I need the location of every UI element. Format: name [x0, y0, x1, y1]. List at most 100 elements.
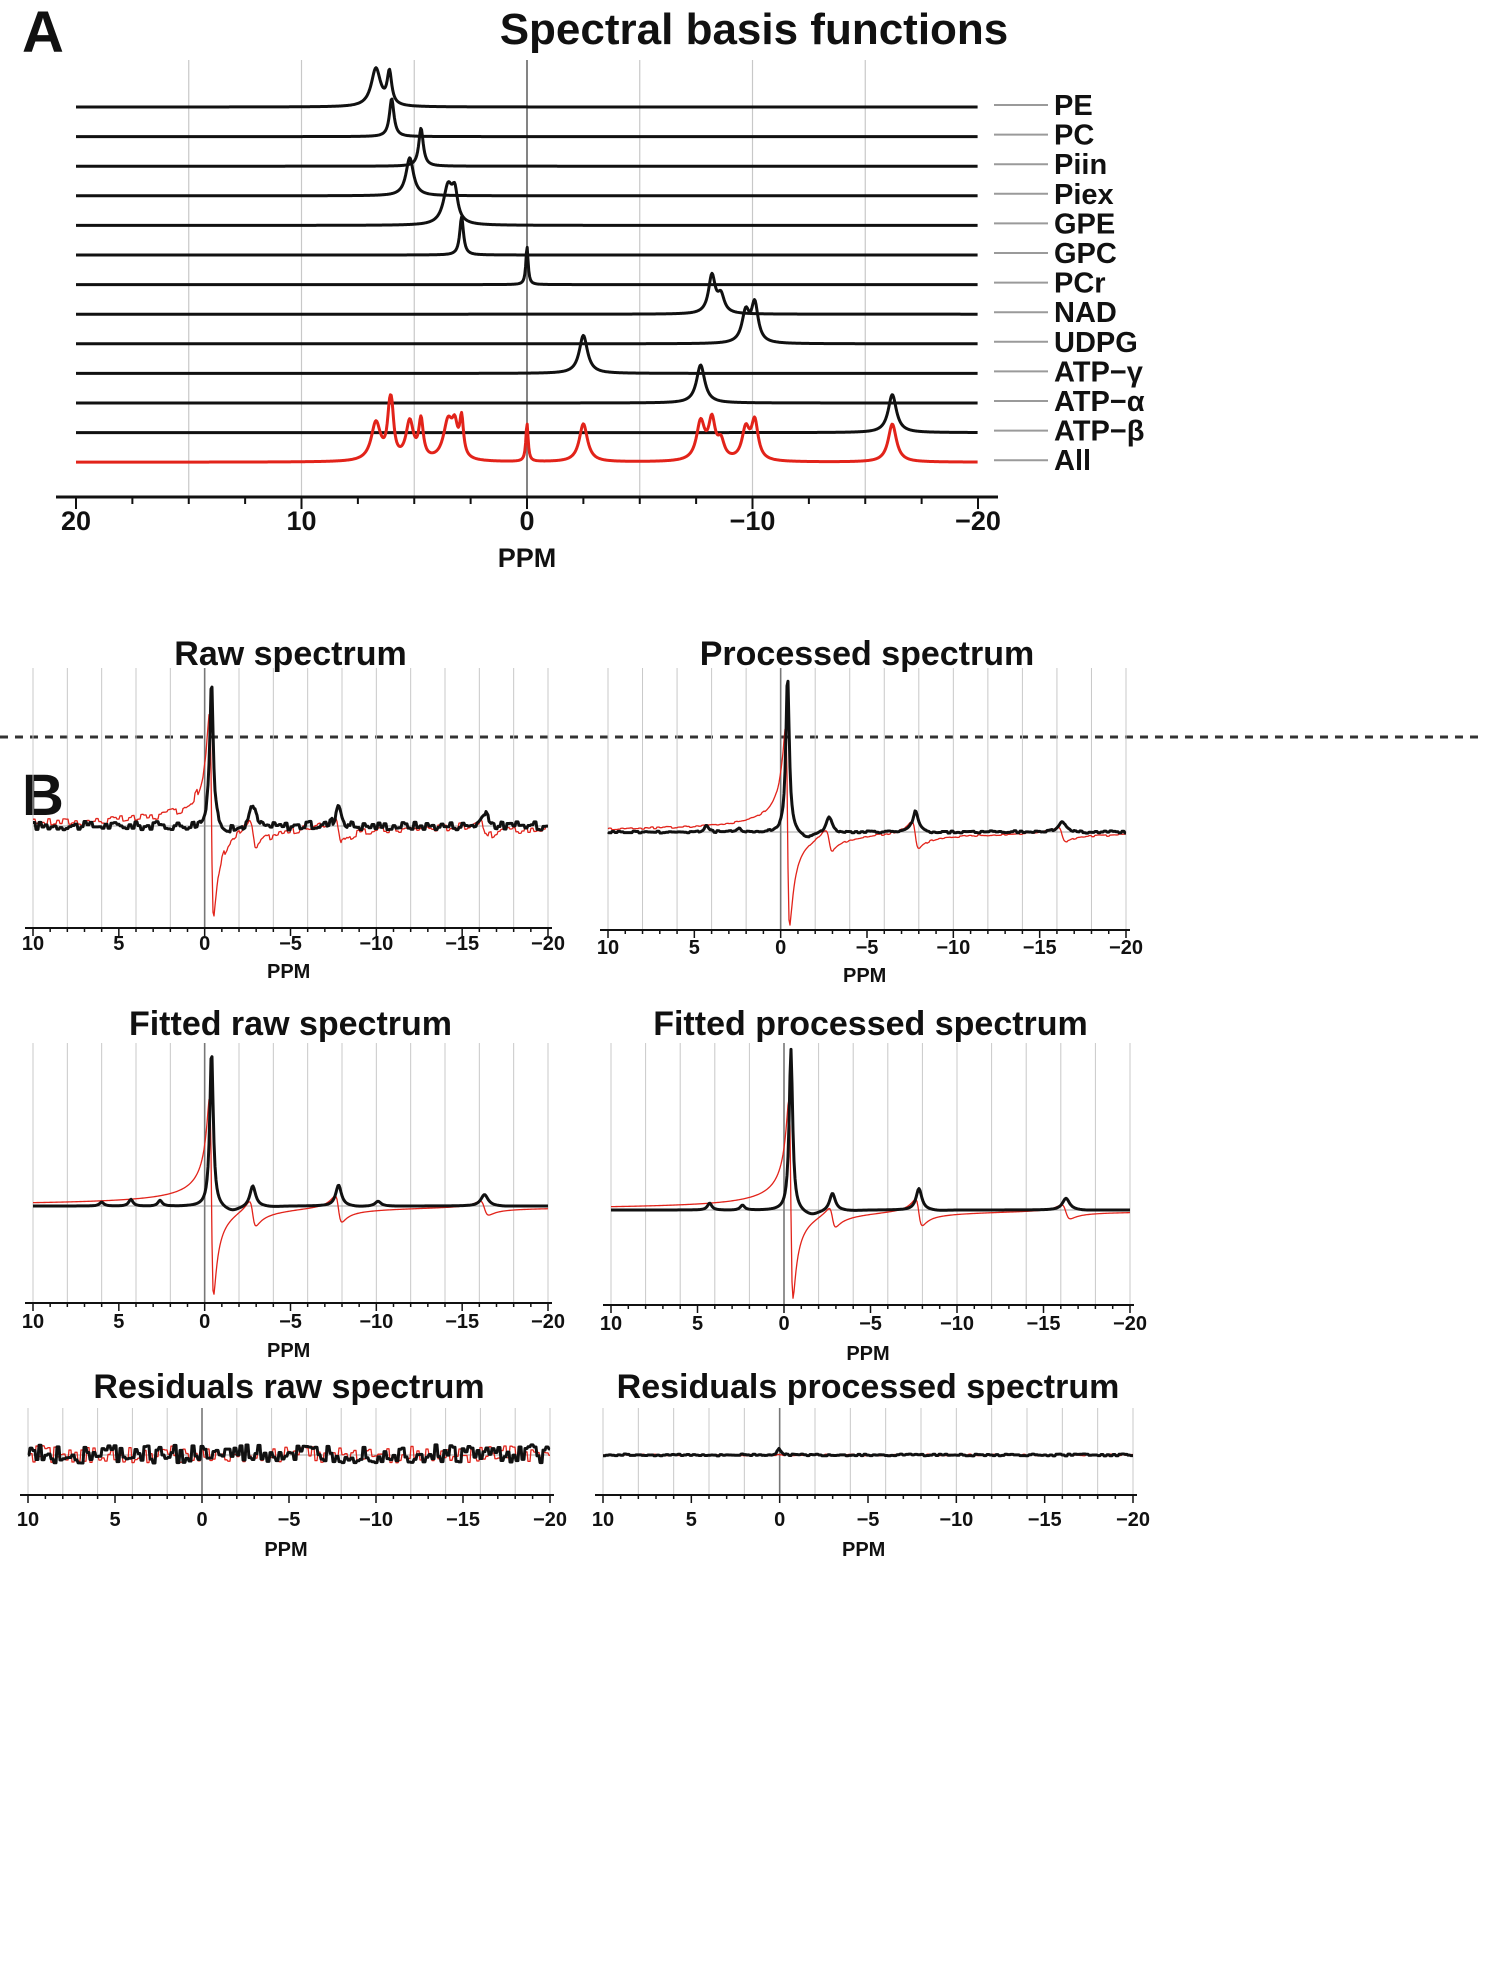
x-tick-label: −5 — [859, 1313, 882, 1335]
x-tick-label: −15 — [445, 1311, 479, 1333]
x-axis-label: PPM — [264, 1539, 307, 1561]
imaginary-trace — [610, 1098, 1131, 1299]
subplot-title: Fitted raw spectrum — [129, 1005, 452, 1043]
real-trace — [32, 1055, 549, 1212]
x-tick-label: −20 — [531, 1311, 565, 1333]
trace-udpg — [75, 298, 979, 346]
imaginary-trace — [32, 714, 549, 917]
x-tick-label: 10 — [592, 1509, 614, 1531]
x-tick-label: −5 — [856, 937, 879, 959]
trace-atp — [75, 333, 979, 375]
panel-a-letter: A — [22, 0, 64, 65]
x-tick-label: −10 — [730, 506, 776, 536]
x-axis-label: PPM — [267, 1340, 310, 1362]
real-trace — [607, 679, 1127, 839]
x-tick-label: −15 — [1023, 937, 1057, 959]
legend-label-piin: Piin — [1054, 149, 1107, 181]
imaginary-trace — [32, 1098, 549, 1295]
imaginary-trace — [607, 728, 1127, 926]
x-tick-label: −10 — [359, 1311, 393, 1333]
basis-chart: 20 10 0 −10 −20 PPM PEPCPiinPiexGPEGPCPCrNADUD… — [56, 60, 1145, 573]
subplot-title: Raw spectrum — [174, 635, 406, 673]
trace-all — [75, 393, 979, 464]
x-tick-label: −5 — [278, 1509, 301, 1531]
trace-pc — [75, 97, 979, 139]
x-tick-label: −20 — [1113, 1313, 1147, 1335]
legend-label-atp: ATP−β — [1054, 416, 1144, 448]
x-tick-label: 5 — [686, 1509, 697, 1531]
subplot-processed-spectrum: Processed spectrum 10 5 0 −5 −10 −15 −20 PPM — [597, 635, 1143, 987]
x-axis-label: PPM — [842, 1539, 885, 1561]
x-tick-label: 20 — [61, 506, 91, 536]
x-tick-label: −5 — [857, 1509, 880, 1531]
subplot-fitted-processed-spectrum: Fitted processed spectrum 10 5 0 −5 −10 −15 −20… — [600, 1005, 1147, 1365]
x-axis-label: PPM — [498, 543, 557, 573]
x-tick-label: −20 — [531, 933, 565, 955]
legend-label-atp: ATP−γ — [1054, 356, 1144, 388]
x-tick-label: −5 — [279, 1311, 302, 1333]
legend-label-pe: PE — [1054, 90, 1093, 122]
legend-label-nad: NAD — [1054, 297, 1117, 329]
basis-chart-title: Spectral basis functions — [500, 5, 1009, 54]
x-tick-label: −5 — [279, 933, 302, 955]
legend-label-udpg: UDPG — [1054, 327, 1138, 359]
x-tick-label: 10 — [17, 1509, 39, 1531]
x-tick-label: 0 — [774, 1509, 785, 1531]
subplot-title: Residuals processed spectrum — [617, 1368, 1120, 1406]
subplot-title: Fitted processed spectrum — [653, 1005, 1088, 1043]
real-trace — [610, 1047, 1131, 1216]
trace-pe — [75, 66, 979, 109]
x-tick-label: 0 — [775, 937, 786, 959]
legend-label-piex: Piex — [1054, 179, 1114, 211]
x-tick-label: 0 — [519, 506, 534, 536]
trace-nad — [75, 271, 979, 316]
subplot-residuals-raw-spectrum: Residuals raw spectrum 10 5 0 −5 −10 −15 −20 PPM — [17, 1368, 567, 1561]
x-axis-label: PPM — [846, 1343, 889, 1365]
x-tick-label: −10 — [936, 937, 970, 959]
real-trace — [32, 685, 549, 834]
subplot-residuals-processed-spectrum: Residuals processed spectrum 10 5 0 −5 −10 −15… — [592, 1368, 1150, 1561]
x-tick-label: −10 — [939, 1509, 973, 1531]
x-tick-label: −10 — [940, 1313, 974, 1335]
x-tick-label: 0 — [199, 933, 210, 955]
subplot-title: Processed spectrum — [700, 635, 1035, 673]
subplot-raw-spectrum: Raw spectrum 10 5 0 −5 −10 −15 −20 PPM — [22, 635, 565, 983]
subplot-title: Residuals raw spectrum — [93, 1368, 484, 1406]
x-tick-label: −20 — [955, 506, 1001, 536]
legend-label-gpe: GPE — [1054, 208, 1115, 240]
trace-piin — [75, 126, 979, 168]
x-tick-label: 5 — [113, 933, 124, 955]
legend-label-pc: PC — [1054, 120, 1094, 152]
x-tick-label: 10 — [600, 1313, 622, 1335]
legend-label-atp: ATP−α — [1054, 386, 1145, 418]
x-tick-label: −20 — [1116, 1509, 1150, 1531]
trace-pcr — [75, 245, 979, 287]
x-tick-label: 5 — [689, 937, 700, 959]
x-tick-label: −15 — [445, 933, 479, 955]
x-tick-label: −15 — [1028, 1509, 1062, 1531]
x-tick-label: −20 — [1109, 937, 1143, 959]
trace-gpe — [75, 180, 979, 227]
panel-b-letter: B — [22, 763, 64, 828]
trace-atp — [75, 363, 979, 405]
x-axis-label: PPM — [843, 965, 886, 987]
x-tick-label: 10 — [22, 933, 44, 955]
x-tick-label: 10 — [286, 506, 316, 536]
x-tick-label: −15 — [1027, 1313, 1061, 1335]
x-tick-label: −20 — [533, 1509, 567, 1531]
x-tick-label: −15 — [446, 1509, 480, 1531]
legend-label-all: All — [1054, 445, 1091, 477]
legend-label-pcr: PCr — [1054, 268, 1106, 300]
x-tick-label: −10 — [359, 933, 393, 955]
x-tick-label: 0 — [196, 1509, 207, 1531]
real-trace — [27, 1443, 551, 1465]
x-tick-label: 5 — [109, 1509, 120, 1531]
x-tick-label: 5 — [113, 1311, 124, 1333]
real-trace — [602, 1446, 1134, 1458]
x-tick-label: 10 — [597, 937, 619, 959]
legend-label-gpc: GPC — [1054, 238, 1117, 270]
x-tick-label: 0 — [778, 1313, 789, 1335]
x-tick-label: −10 — [359, 1509, 393, 1531]
x-tick-label: 0 — [199, 1311, 210, 1333]
